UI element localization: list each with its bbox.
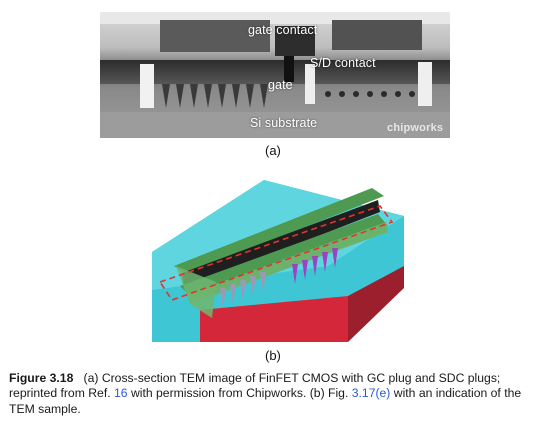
upper-dark-block-right: [332, 20, 422, 50]
gate-slot-dark: [182, 200, 380, 288]
caption-text-1: (a) Cross-section TEM image of FinFET CM…: [9, 371, 501, 401]
gate-contact-plug: [284, 56, 294, 82]
caption-text-3: with an indication of the TEM sample.: [9, 386, 522, 416]
gate-bar-front: [180, 214, 388, 296]
gate-band: [100, 60, 450, 84]
tem-graphic: [100, 12, 450, 138]
right-fins: [325, 91, 415, 97]
figure-label: Figure 3.18: [9, 371, 74, 385]
right-spacer: [418, 62, 432, 106]
caption-text-2: with permission from Chipworks. (b) Fig.: [130, 386, 349, 401]
chipworks-watermark: chipworks: [387, 122, 444, 134]
sub-caption-a: (a): [265, 143, 281, 158]
upper-dark-block: [160, 20, 270, 52]
gate-bar-back: [174, 188, 384, 274]
gate-contact-column: [275, 26, 315, 56]
figure-caption: Figure 3.18 (a) Cross-section TEM image …: [9, 371, 549, 417]
gate-contact-label: gate contact: [248, 23, 318, 37]
finfet-3d-render: [152, 170, 404, 342]
reference-link-fig[interactable]: 3.17(e): [351, 386, 391, 401]
substrate-region: [100, 112, 450, 138]
substrate-label: Si substrate: [250, 116, 318, 130]
fins-right: [292, 248, 338, 284]
reference-link-16[interactable]: 16: [114, 386, 128, 401]
render-graphic: [152, 180, 404, 342]
gate-bar-front-edge: [188, 222, 388, 304]
mid-spacer: [305, 64, 315, 104]
tem-image: gate contact S/D contact gate Si substra…: [100, 12, 450, 138]
tem-sample-outline: [158, 205, 394, 301]
gate-label: gate: [268, 78, 293, 92]
substrate-side: [348, 266, 404, 342]
sd-contact-label: S/D contact: [310, 56, 376, 70]
left-spacer: [140, 64, 154, 108]
substrate-slab: [200, 296, 348, 342]
sub-caption-b: (b): [265, 348, 281, 363]
left-fins: [162, 84, 268, 108]
fins-left: [220, 272, 266, 308]
